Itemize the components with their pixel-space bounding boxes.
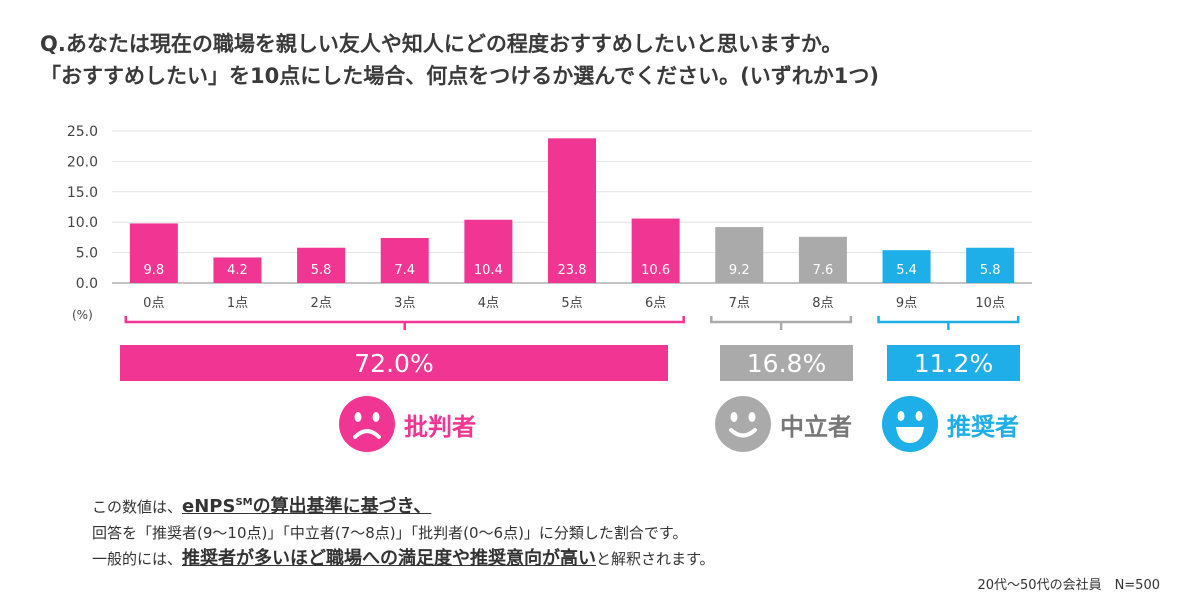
critic-label: 批判者	[404, 412, 476, 441]
note-line-3-a: 一般的には、	[92, 550, 183, 568]
x-tick-label: 1点	[227, 296, 248, 311]
sample-footnote: 20代〜50代の会社員 N=500	[977, 578, 1160, 593]
neutral-percent: 16.8%	[746, 348, 827, 378]
happy-face-icon	[882, 396, 938, 452]
x-tick-label: 10点	[975, 296, 1005, 311]
x-tick-label: 9点	[896, 296, 917, 311]
bar	[464, 219, 513, 283]
y-tick-label: 10.0	[67, 215, 98, 231]
bar-value-label: 5.8	[311, 263, 332, 278]
y-tick-label: 0.0	[76, 276, 98, 292]
sad-face-icon	[339, 396, 395, 452]
bar	[631, 218, 680, 283]
bar	[548, 138, 596, 283]
y-axis-unit: (%)	[72, 308, 93, 322]
note-line-3-b: 推奨者が多いほど職場への満足度や推奨意向が高い	[182, 548, 597, 569]
note-line-1-c: の算出基準に基づき、	[252, 496, 432, 517]
question-line-1: Q.あなたは現在の職場を親しい友人や知人にどの程度おすすめしたいと思いますか。	[40, 32, 843, 56]
bar-value-label: 9.2	[729, 263, 750, 278]
bar	[213, 257, 262, 283]
note-line-1-b: eNPSSMの算出基準に基づき、	[182, 496, 431, 517]
critic-percent: 72.0%	[354, 348, 434, 378]
x-tick-label: 0点	[143, 296, 164, 311]
score-bar-chart: 25.0 20.0 15.0 10.0 5.0 0.0 9.8 0点 4.2 1点 5.8 2点 7.4…	[67, 124, 1032, 330]
bar	[380, 238, 429, 283]
note-line-3: 一般的には、推奨者が多いほど職場への満足度や推奨意向が高いと解釈されます。	[92, 546, 715, 572]
x-tick-label: 5点	[561, 296, 582, 311]
neutral-label: 中立者	[780, 412, 852, 441]
critic-percent-bar: 72.0%	[120, 345, 668, 381]
bar	[966, 247, 1015, 283]
y-tick-label: 20.0	[67, 154, 98, 170]
x-tick-label: 8点	[812, 296, 833, 311]
x-tick-label: 4点	[478, 296, 499, 311]
explanation-note: この数値は、eNPSSMの算出基準に基づき、 回答を「推奨者(9〜10点)」「中…	[92, 490, 715, 572]
note-line-3-c: と解釈されます。	[596, 550, 715, 568]
bar-value-label: 7.6	[813, 263, 834, 278]
neutral-category: 中立者	[714, 396, 852, 452]
neutral-percent-bar: 16.8%	[720, 345, 853, 381]
y-tick-label: 25.0	[67, 124, 98, 140]
x-tick-label: 7点	[729, 296, 750, 311]
promoter-label: 推奨者	[947, 412, 1019, 441]
y-tick-label: 5.0	[76, 246, 98, 262]
promoter-category: 推奨者	[881, 396, 1019, 452]
bar-value-label: 7.4	[394, 263, 415, 278]
smile-face-icon	[715, 396, 771, 452]
critic-category: 批判者	[338, 396, 476, 452]
bar-value-label: 5.8	[980, 263, 1001, 278]
note-line-1: この数値は、eNPSSMの算出基準に基づき、	[92, 490, 715, 520]
x-tick-label: 2点	[310, 296, 331, 311]
critic-bracket	[124, 316, 685, 324]
bar-value-label: 10.4	[474, 263, 503, 278]
x-tick-label: 3点	[394, 296, 415, 311]
bar-value-label: 5.4	[896, 263, 917, 278]
service-mark: SM	[235, 497, 253, 508]
promoter-bracket	[877, 316, 1020, 324]
bar-value-label: 10.6	[641, 263, 670, 278]
bar-value-label: 23.8	[558, 263, 587, 278]
y-tick-label: 15.0	[67, 185, 98, 201]
bar-value-label: 9.8	[143, 263, 164, 278]
note-line-1-a: この数値は、	[92, 498, 183, 516]
question-text: Q.あなたは現在の職場を親しい友人や知人にどの程度おすすめしたいと思いますか。 …	[40, 28, 879, 92]
bar-value-label: 4.2	[227, 263, 248, 278]
promoter-percent: 11.2%	[913, 348, 994, 378]
neutral-bracket	[710, 316, 853, 324]
note-line-2: 回答を「推奨者(9〜10点)」「中立者(7〜8点)」「批判者(0〜6点)」に分類…	[92, 524, 688, 542]
enps-term: eNPS	[182, 496, 236, 517]
bar	[882, 250, 931, 283]
bar	[798, 236, 847, 283]
x-tick-label: 6点	[645, 296, 666, 311]
promoter-percent-bar: 11.2%	[887, 345, 1020, 381]
bar	[129, 223, 178, 283]
question-line-2: 「おすすめしたい」を10点にした場合、何点をつけるか選んでください。(いずれか1…	[40, 64, 879, 88]
bar	[297, 247, 346, 283]
bar	[715, 227, 764, 283]
